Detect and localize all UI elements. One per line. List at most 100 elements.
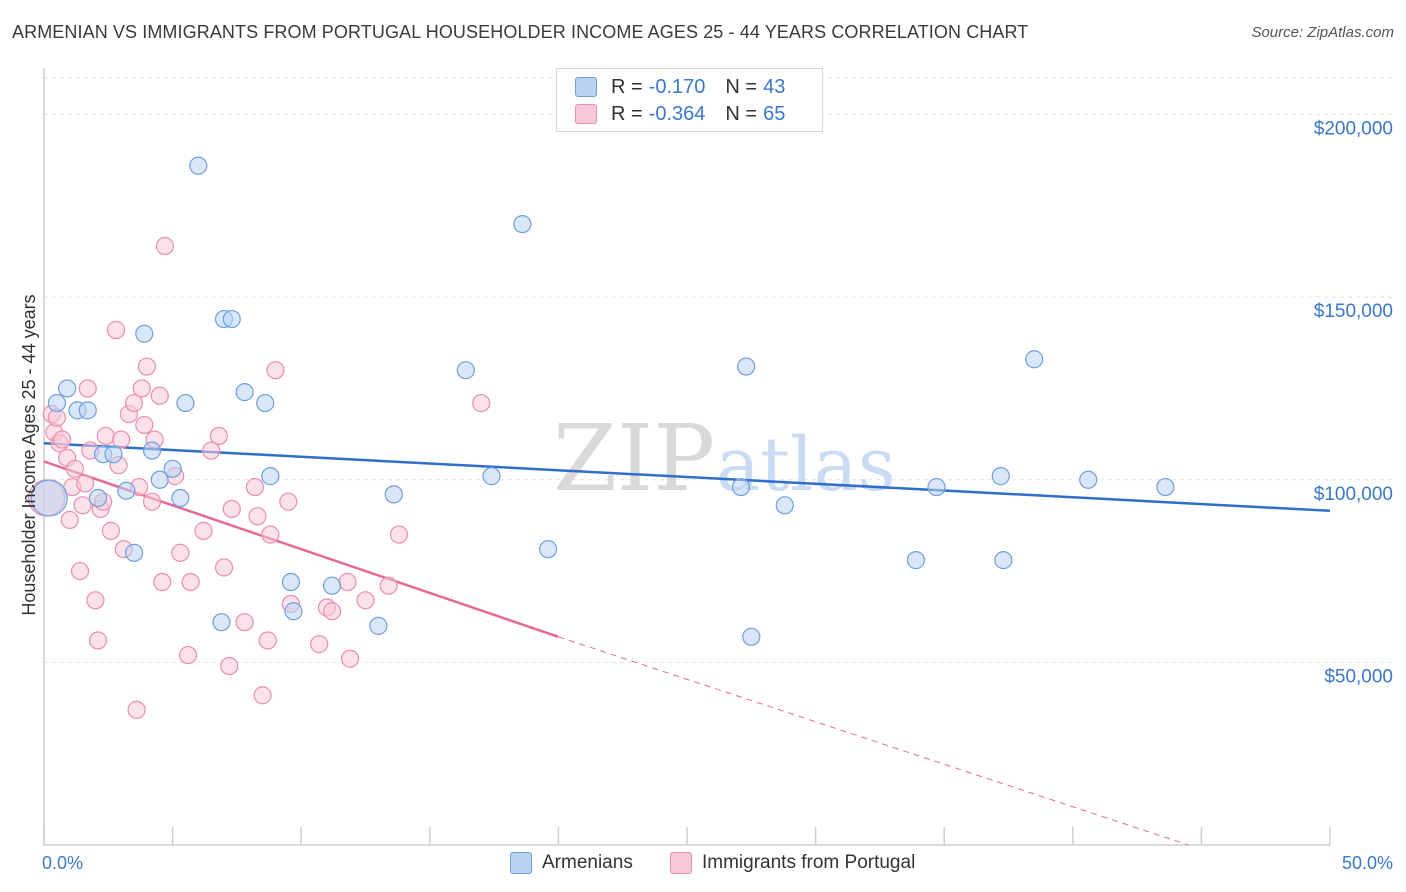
- x-tick-label-max: 50.0%: [1342, 853, 1393, 873]
- point-portugal: [52, 430, 72, 449]
- data-points: [27, 156, 1175, 719]
- point-portugal: [222, 499, 241, 519]
- point-portugal: [132, 379, 151, 398]
- point-armenians: [513, 214, 532, 234]
- bottom-legend-swatch-portugal: [670, 852, 692, 874]
- point-armenians: [150, 470, 169, 489]
- point-portugal: [70, 561, 90, 581]
- watermark-zip: ZIP: [553, 405, 715, 512]
- point-portugal: [209, 426, 228, 446]
- bottom-legend-portugal: Immigrants from Portugal: [670, 852, 915, 874]
- bottom-legend: Armenians Immigrants from Portugal: [0, 852, 1406, 878]
- watermark: ZIP atlas: [553, 405, 896, 512]
- legend-row-armenians: R = -0.170 N = 43: [575, 74, 791, 100]
- y-axis-label: Householder Income Ages 25 - 44 years: [19, 294, 39, 615]
- point-portugal: [127, 700, 146, 719]
- bottom-legend-armenians: Armenians: [510, 852, 633, 874]
- point-armenians: [1079, 470, 1098, 489]
- point-portugal: [124, 393, 144, 413]
- point-portugal: [106, 320, 126, 340]
- point-armenians: [117, 481, 136, 500]
- point-armenians: [88, 488, 108, 508]
- point-armenians: [281, 572, 301, 592]
- point-armenians: [482, 467, 501, 486]
- point-portugal: [171, 543, 190, 562]
- point-portugal: [112, 430, 131, 449]
- legend-row-portugal: R = -0.364 N = 65: [575, 101, 791, 127]
- point-portugal: [245, 477, 265, 497]
- point-portugal: [178, 645, 198, 665]
- point-portugal: [379, 576, 398, 595]
- point-portugal: [338, 572, 357, 592]
- point-armenians: [135, 324, 154, 343]
- chart-title: ARMENIAN VS IMMIGRANTS FROM PORTUGAL HOU…: [12, 22, 1029, 42]
- point-armenians: [142, 441, 162, 460]
- point-portugal: [60, 510, 79, 530]
- point-armenians: [1025, 350, 1044, 369]
- legend: R = -0.170 N = 43 R = -0.364 N = 65: [556, 68, 823, 132]
- point-armenians: [47, 393, 66, 413]
- point-portugal: [142, 492, 162, 511]
- y-tick-label: $100,000: [1314, 484, 1393, 505]
- point-portugal: [65, 459, 84, 478]
- point-portugal: [88, 631, 108, 650]
- point-portugal: [78, 379, 97, 398]
- legend-n-label: N =: [725, 102, 758, 125]
- axis-labels: Householder Income Ages 25 - 44 years 0.…: [19, 119, 1393, 873]
- point-armenians: [1156, 477, 1175, 497]
- point-portugal: [86, 591, 105, 610]
- point-portugal: [76, 474, 95, 493]
- point-armenians: [906, 551, 926, 570]
- point-portugal: [310, 635, 329, 654]
- point-portugal: [261, 525, 280, 544]
- point-portugal: [389, 525, 409, 544]
- legend-r-label: R =: [611, 75, 643, 98]
- bottom-legend-swatch-armenians: [510, 852, 532, 874]
- point-armenians: [369, 616, 388, 635]
- legend-r-label: R =: [611, 102, 643, 125]
- point-portugal: [194, 521, 213, 540]
- point-armenians: [775, 496, 794, 515]
- chart-source: Source: ZipAtlas.com: [1251, 24, 1394, 41]
- x-tick-label-min: 0.0%: [42, 853, 83, 873]
- point-portugal: [253, 686, 272, 705]
- axes: [43, 68, 1331, 846]
- legend-r-value: -0.364: [648, 102, 706, 125]
- point-armenians: [261, 467, 280, 486]
- point-armenians: [991, 467, 1010, 486]
- legend-swatch-portugal: [575, 104, 597, 124]
- legend-n-label: N =: [725, 75, 758, 98]
- point-armenians: [124, 543, 144, 562]
- point-portugal: [155, 236, 174, 256]
- point-armenians: [30, 479, 68, 517]
- point-portugal: [153, 572, 172, 592]
- bottom-legend-label-armenians: Armenians: [542, 852, 633, 873]
- point-armenians: [222, 309, 241, 329]
- point-portugal: [137, 357, 156, 376]
- point-armenians: [171, 488, 190, 508]
- legend-swatch-armenians: [575, 77, 597, 97]
- point-armenians: [163, 459, 182, 478]
- y-tick-label: $50,000: [1324, 666, 1393, 687]
- point-armenians: [189, 156, 208, 175]
- y-tick-label: $200,000: [1314, 119, 1393, 140]
- legend-n-value: 65: [763, 102, 786, 125]
- bottom-legend-label-portugal: Immigrants from Portugal: [702, 852, 916, 873]
- point-portugal: [135, 415, 154, 435]
- point-armenians: [322, 576, 342, 595]
- point-portugal: [322, 602, 342, 621]
- point-portugal: [340, 649, 360, 668]
- legend-r-value: -0.170: [648, 75, 706, 98]
- point-armenians: [176, 393, 195, 413]
- point-portugal: [202, 441, 221, 460]
- point-armenians: [104, 445, 123, 464]
- point-portugal: [235, 613, 254, 632]
- y-tick-label: $150,000: [1314, 301, 1393, 322]
- point-portugal: [266, 361, 285, 380]
- point-armenians: [742, 627, 761, 646]
- point-portugal: [181, 572, 200, 592]
- point-armenians: [78, 401, 97, 420]
- point-armenians: [539, 540, 558, 559]
- point-portugal: [101, 521, 120, 540]
